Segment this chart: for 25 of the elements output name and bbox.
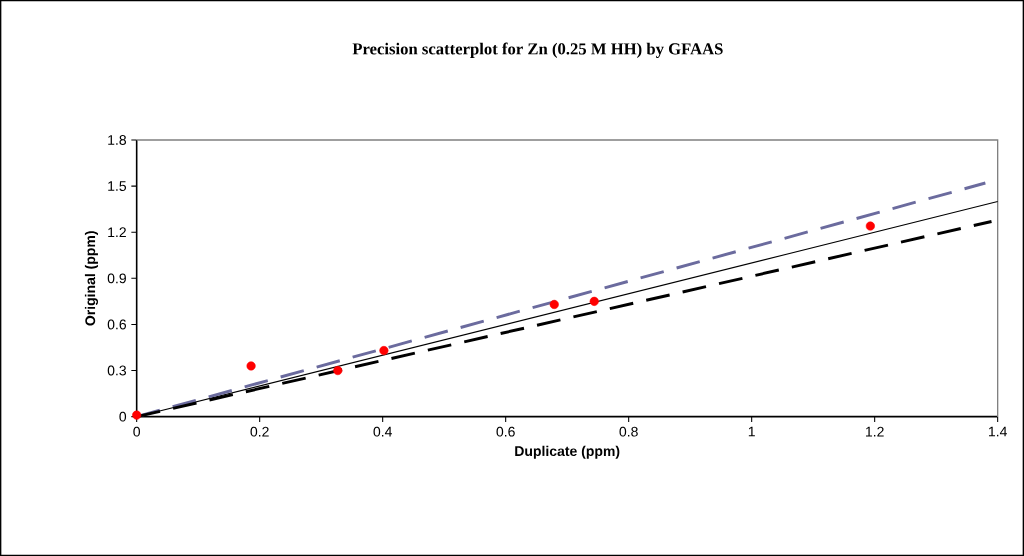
y-tick-label: 0	[119, 411, 127, 422]
x-tick-label: 0.8	[619, 426, 638, 437]
point	[379, 346, 389, 356]
x-tick-label: 0.6	[496, 426, 515, 437]
point	[333, 366, 343, 376]
point	[246, 361, 256, 371]
x-tick-label: 0.4	[373, 426, 392, 437]
x-tick-label: 1.2	[866, 426, 884, 437]
point	[589, 296, 599, 306]
x-tick-label: 1	[748, 426, 755, 437]
y-tick-label: 1.2	[108, 227, 126, 238]
y-tick-label: 0.6	[107, 319, 127, 330]
x-tick-label: 0.2	[250, 426, 269, 437]
y-tick-label: 0.9	[107, 273, 126, 284]
point	[865, 221, 875, 231]
y-axis-title: Original (ppm)	[84, 231, 99, 326]
y-tick-label: 0.3	[107, 365, 127, 376]
y-tick-label: 1.5	[108, 181, 127, 191]
point	[549, 299, 559, 309]
y-tick-label: 1.8	[108, 135, 127, 145]
point	[132, 410, 142, 420]
x-tick-label: 1.4	[989, 426, 1007, 437]
x-axis-title: Duplicate (ppm)	[515, 445, 620, 459]
x-tick-label: 0	[133, 426, 141, 437]
chart-title: Precision scatterplot for Zn (0.25 M HH) by GFAAS	[352, 42, 723, 58]
